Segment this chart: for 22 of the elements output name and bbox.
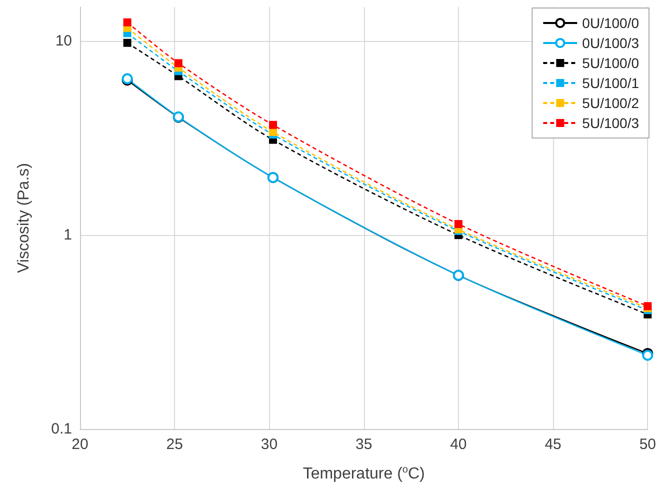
point [123, 38, 132, 47]
legend-label: 5U/100/1 [582, 75, 640, 91]
point [123, 18, 132, 26]
x-tick-label: 20 [72, 436, 88, 453]
y-tick-label: 1 [64, 226, 72, 244]
x-tick-label: 45 [544, 436, 562, 453]
point [269, 120, 278, 129]
x-tick-label: 30 [260, 436, 278, 453]
y-tick-label: 10 [55, 32, 72, 50]
x-tick-label: 50 [639, 436, 656, 453]
point [454, 220, 462, 228]
legend-label: 5U/100/2 [582, 95, 640, 111]
legend-label: 5U/100/0 [582, 55, 640, 71]
legend-label: 0U/100/3 [582, 35, 640, 51]
x-tick-label: 25 [166, 436, 183, 453]
y-axis-title: Viscosity (Pa.s) [16, 163, 32, 273]
point [174, 59, 182, 68]
y-tick-label: 0.1 [51, 420, 72, 438]
x-tick-label: 40 [450, 436, 467, 453]
legend-label: 0U/100/0 [582, 15, 640, 31]
x-tick-label: 35 [355, 436, 372, 453]
legend-label: 5U/100/3 [582, 115, 640, 131]
